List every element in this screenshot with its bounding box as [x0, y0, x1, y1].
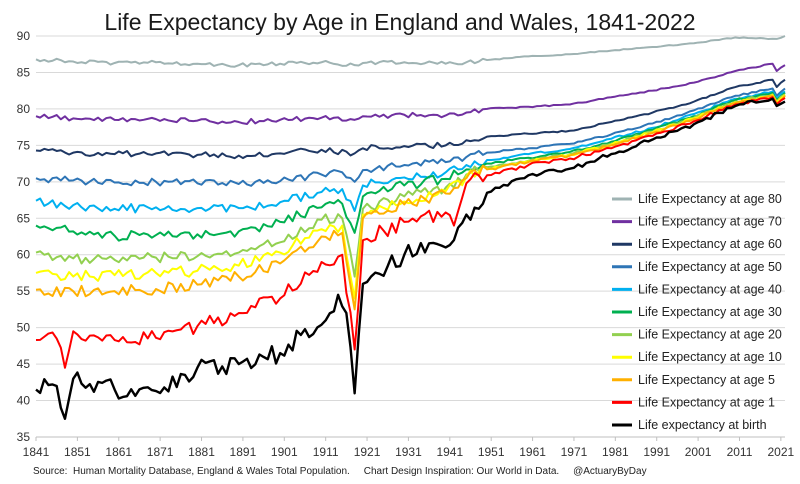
legend-label: Life Expectancy at age 40 [638, 282, 782, 296]
y-tick-label: 50 [17, 321, 31, 335]
x-tick-label: 1891 [230, 445, 257, 459]
legend-label: Life Expectancy at age 70 [638, 215, 782, 229]
source-caption: Source: Human Mortality Database, Englan… [33, 466, 647, 477]
y-axis: 35 40 45 50 55 60 65 70 75 80 85 90 [17, 29, 31, 444]
legend-label: Life Expectancy at age 10 [638, 350, 782, 364]
x-tick-label: 1961 [519, 445, 546, 459]
series-line-5 [35, 91, 786, 242]
legend-label: Life Expectancy at age 5 [638, 373, 775, 387]
legend-label: Life Expectancy at age 60 [638, 237, 782, 251]
x-axis: 1841 1851 1861 1871 1881 1891 1901 1911 1921 1931… [23, 436, 795, 459]
x-tick-label: 1881 [188, 445, 215, 459]
y-tick-label: 85 [17, 65, 31, 79]
y-tick-label: 65 [17, 211, 31, 225]
legend-label: Life Expectancy at age 20 [638, 328, 782, 342]
legend-label: Life Expectancy at age 50 [638, 260, 782, 274]
x-tick-label: 2011 [727, 445, 753, 459]
y-tick-label: 70 [17, 175, 31, 189]
x-tick-label: 1901 [271, 445, 298, 459]
y-tick-label: 60 [17, 248, 31, 262]
y-tick-label: 80 [17, 102, 31, 116]
y-tick-label: 40 [17, 394, 31, 408]
series-line-8 [35, 94, 786, 311]
legend: Life Expectancy at age 80 Life Expectancy… [612, 192, 782, 432]
series-lines [35, 35, 786, 420]
y-tick-label: 55 [17, 284, 31, 298]
legend-label: Life Expectancy at age 1 [638, 395, 775, 409]
y-tick-label: 75 [17, 138, 31, 152]
x-tick-label: 1931 [395, 445, 422, 459]
x-tick-label: 1951 [478, 445, 505, 459]
y-tick-label: 45 [17, 357, 31, 371]
x-tick-label: 1981 [602, 445, 629, 459]
y-tick-label: 90 [17, 29, 31, 43]
series-line-0 [35, 35, 786, 68]
series-line-10 [35, 97, 786, 420]
x-tick-label: 1911 [313, 445, 339, 459]
chart-title: Life Expectancy by Age in England and Wa… [104, 9, 695, 35]
x-tick-label: 1851 [64, 445, 91, 459]
series-line-3 [35, 87, 786, 187]
x-tick-label: 1861 [105, 445, 132, 459]
x-tick-label: 2001 [685, 445, 712, 459]
x-tick-label: 1871 [147, 445, 174, 459]
x-tick-label: 1841 [23, 445, 50, 459]
y-tick-label: 35 [17, 430, 31, 444]
x-tick-label: 1921 [354, 445, 381, 459]
legend-label: Life expectancy at birth [638, 418, 767, 432]
series-line-2 [35, 78, 786, 160]
legend-label: Life Expectancy at age 80 [638, 192, 782, 206]
x-tick-label: 1991 [643, 445, 670, 459]
x-tick-label: 1971 [561, 445, 588, 459]
series-line-1 [35, 62, 786, 125]
legend-label: Life Expectancy at age 30 [638, 305, 782, 319]
x-tick-label: 1941 [436, 445, 463, 459]
series-line-9 [35, 96, 786, 369]
x-tick-label: 2021 [768, 445, 795, 459]
